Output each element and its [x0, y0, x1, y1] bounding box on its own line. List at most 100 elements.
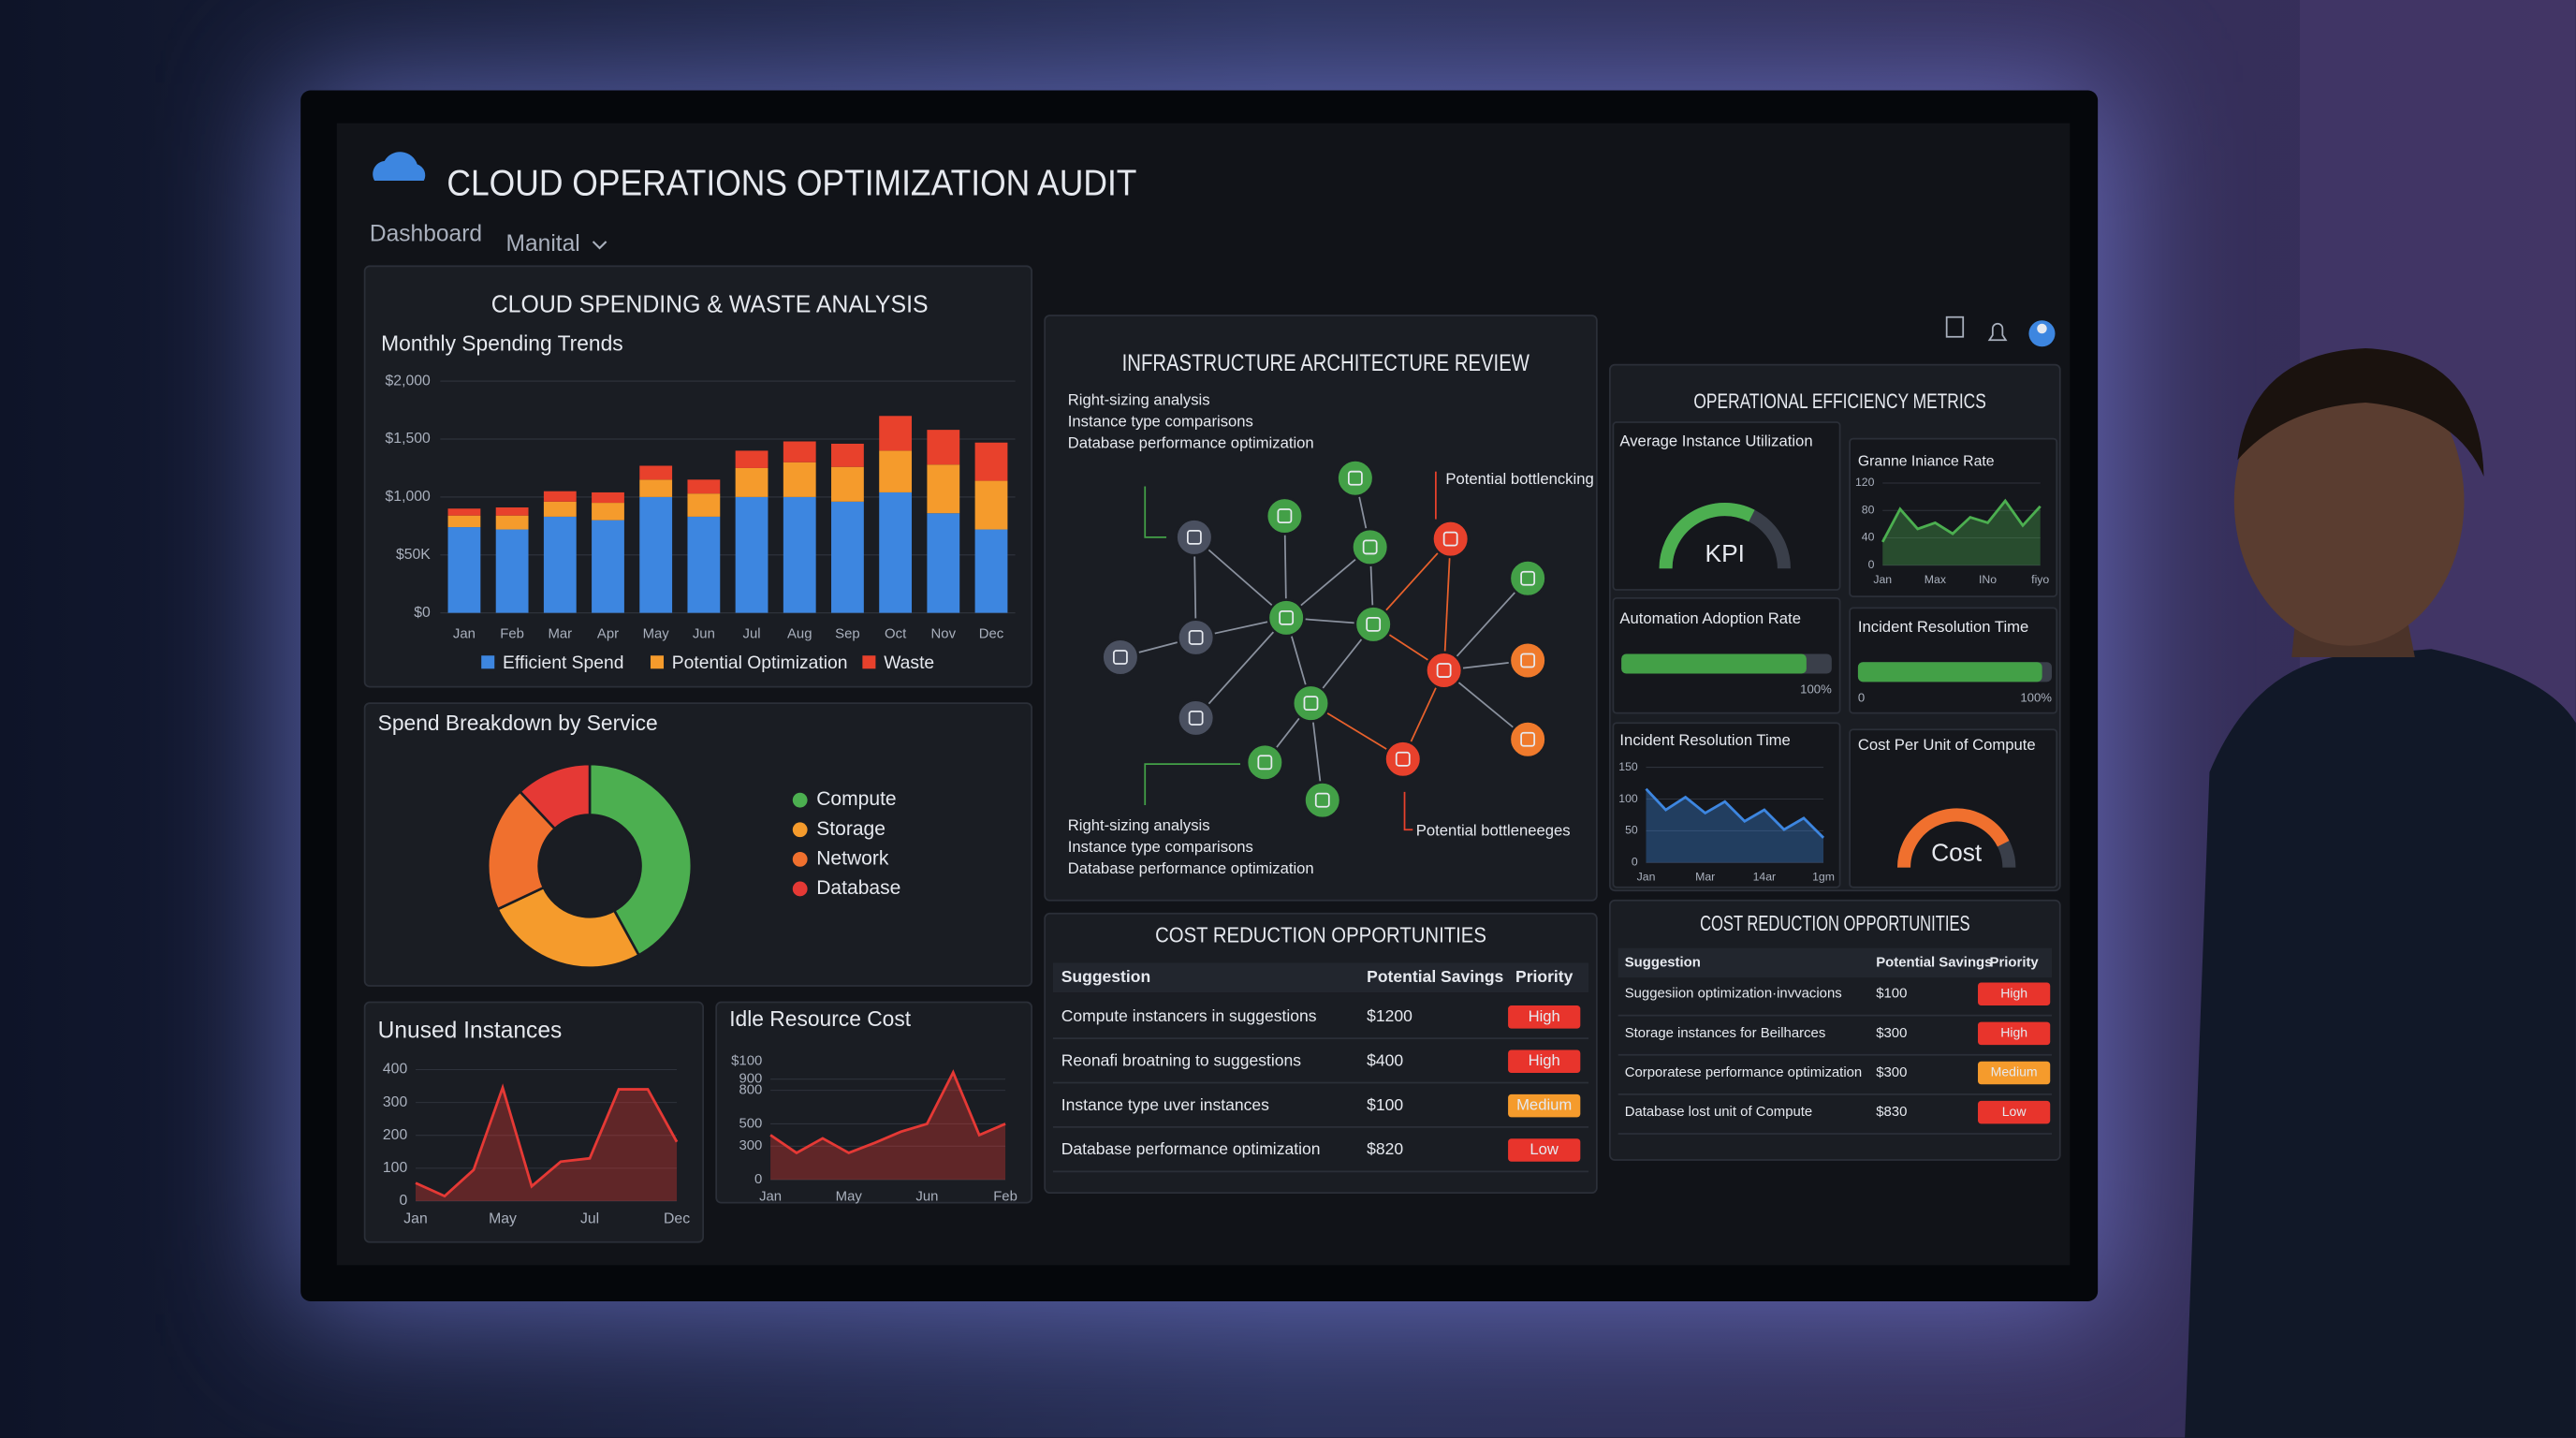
legend-label: Waste: [884, 653, 934, 673]
callout-line: [1144, 486, 1167, 538]
priority-label: Low: [2002, 1104, 2027, 1119]
column-header: Priority: [1515, 967, 1573, 986]
node-icon: [1436, 663, 1452, 678]
card-title: Automation Adoption Rate: [1619, 609, 1801, 627]
legend-label: Efficient Spend: [503, 653, 623, 673]
column-header: Priority: [1990, 955, 2040, 970]
node: [1175, 518, 1214, 557]
node-icon: [1277, 508, 1293, 523]
legend-label: Database: [816, 877, 900, 899]
priority-label: Low: [1530, 1140, 1559, 1158]
gauge-fill: [1897, 808, 2010, 868]
bell-icon: [1987, 322, 2008, 342]
node: [1303, 781, 1342, 820]
y-tick-label: $1,500: [386, 431, 431, 447]
bullet: Database performance optimization: [1068, 433, 1314, 451]
y-tick-label: 0: [399, 1193, 407, 1209]
bar-segment: [639, 465, 673, 480]
y-axis-label: $100: [731, 1054, 762, 1069]
bar-segment: [447, 527, 481, 613]
bar-segment: [447, 508, 481, 516]
x-tick-label: 14ar: [1753, 870, 1777, 883]
priority-label: High: [2000, 985, 2027, 1000]
node-icon: [1257, 755, 1273, 770]
bullet: Instance type comparisons: [1068, 412, 1253, 430]
panel: [363, 265, 1033, 688]
cell: $400: [1367, 1050, 1403, 1069]
avatar: [2028, 320, 2056, 347]
nav-item: Dashboard: [370, 221, 482, 246]
metric-card: [1849, 437, 2058, 597]
x-tick-label: INo: [1979, 573, 1997, 586]
y-tick-label: 0: [754, 1172, 762, 1187]
priority-label: High: [1529, 1051, 1560, 1069]
line: [1881, 498, 2042, 543]
legend-swatch: [792, 851, 808, 867]
bar-segment: [495, 515, 529, 530]
bar-segment: [831, 466, 864, 502]
x-tick-label: Apr: [597, 626, 619, 641]
legend-swatch: [650, 655, 665, 669]
node: [1354, 605, 1393, 644]
node: [1508, 640, 1547, 681]
avatar-head: [2037, 323, 2047, 334]
x-tick-label: May: [489, 1211, 517, 1226]
cell: Corporatese performance optimization: [1625, 1065, 1863, 1080]
x-tick-label: Jan: [1637, 870, 1656, 883]
bar-segment: [687, 493, 721, 517]
cloud-logo: [373, 152, 426, 182]
cell: $300: [1876, 1065, 1907, 1080]
node: [1431, 520, 1471, 559]
line: [1645, 787, 1825, 839]
cell: Suggesiion optimization·invvacions: [1625, 987, 1842, 1002]
y-tick-label: $1,000: [386, 489, 431, 505]
legend-swatch: [792, 881, 808, 897]
doc-icon: [1945, 315, 1965, 338]
y-tick-label: 100: [383, 1160, 408, 1176]
bar-segment: [495, 507, 529, 516]
donut-segment: [518, 762, 592, 831]
panel-title: Unused Instances: [378, 1019, 563, 1044]
bar-segment: [927, 430, 960, 465]
bar-segment: [687, 479, 721, 494]
legend-swatch: [481, 655, 495, 669]
card-title: Average Instance Utilization: [1619, 433, 1812, 450]
panel-title: CLOUD SPENDING & WASTE ANALYSIS: [491, 289, 929, 317]
callout: Potential bottleneeges: [1416, 821, 1571, 839]
node: [1508, 559, 1547, 598]
panel-title: Idle Resource Cost: [729, 1006, 912, 1031]
donut-segment: [495, 886, 641, 969]
panel: [363, 1001, 705, 1243]
legend-swatch: [792, 792, 808, 808]
node: [1508, 720, 1547, 759]
person-torso: [2185, 649, 2576, 1438]
cell: $100: [1367, 1095, 1403, 1114]
node-icon: [1362, 539, 1378, 555]
bar-segment: [974, 529, 1008, 613]
x-tick-label: 1gm: [1812, 870, 1835, 883]
area-fill: [1646, 788, 1824, 863]
edge: [1194, 617, 1287, 719]
progress-label: 100%: [1800, 682, 1832, 697]
edge: [1442, 578, 1529, 671]
bar-segment: [783, 441, 816, 462]
node-icon: [1188, 630, 1204, 645]
node: [1383, 740, 1423, 779]
node-icon: [1520, 653, 1536, 668]
bar-segment: [735, 467, 768, 497]
bar-segment: [495, 529, 529, 613]
panel-title: INFRASTRUCTURE ARCHITECTURE REVIEW: [1122, 351, 1530, 376]
x-tick-label: Jun: [915, 1189, 938, 1204]
node: [1101, 638, 1140, 677]
panel-title: OPERATIONAL EFFICIENCY METRICS: [1693, 389, 1985, 413]
callout: Potential bottlencking: [1445, 470, 1593, 488]
panel: [1044, 315, 1598, 902]
cell: $300: [1876, 1026, 1907, 1041]
y-tick-label: 500: [739, 1116, 762, 1131]
x-tick-label: Jun: [693, 626, 715, 641]
x-tick-label: May: [836, 1189, 863, 1204]
x-tick-label: Dec: [664, 1211, 690, 1226]
x-tick-label: Jan: [453, 626, 476, 641]
x-tick-label: Jul: [580, 1211, 599, 1226]
